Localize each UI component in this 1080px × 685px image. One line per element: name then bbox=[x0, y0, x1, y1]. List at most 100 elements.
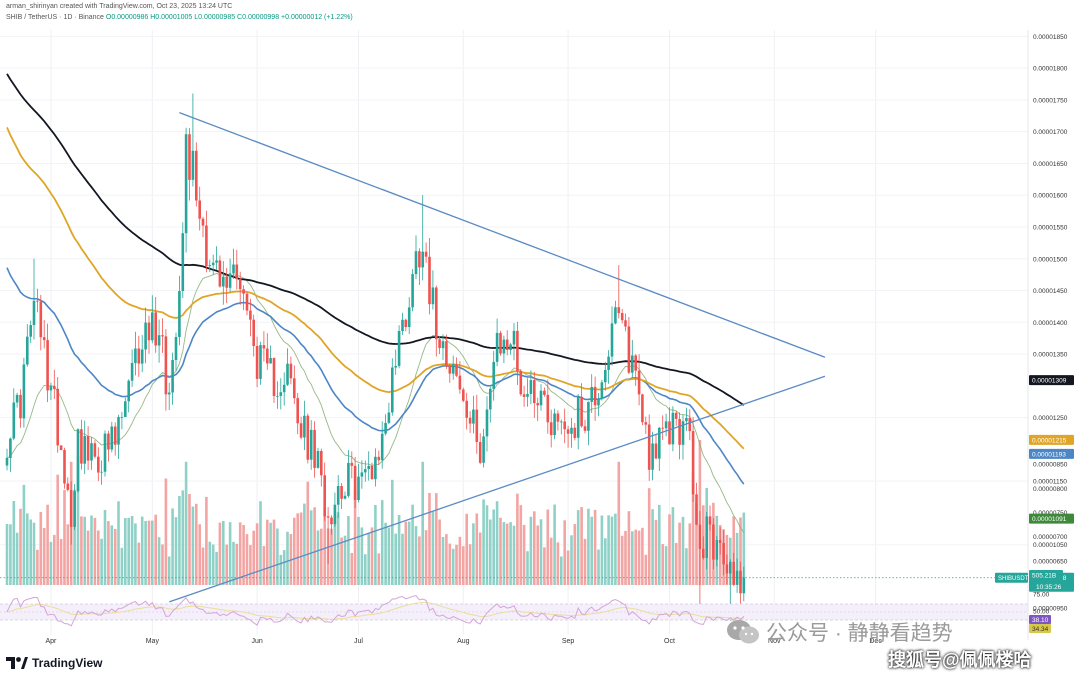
volume-bar bbox=[519, 505, 523, 585]
price-tick-label: 0.00001850 bbox=[1033, 34, 1068, 41]
volume-bar bbox=[357, 516, 360, 585]
volume-bar bbox=[63, 489, 66, 585]
volume-bar bbox=[401, 533, 404, 585]
candle-body bbox=[164, 336, 168, 395]
candle-body bbox=[573, 427, 577, 438]
candle-body bbox=[631, 355, 634, 373]
candle-body bbox=[438, 339, 441, 348]
price-tick-label: 0.00000800 bbox=[1033, 486, 1068, 493]
gridlines bbox=[0, 30, 1028, 635]
volume-bar bbox=[144, 521, 147, 585]
volume-bar bbox=[651, 509, 654, 585]
candle-body bbox=[482, 436, 485, 463]
volume-bar bbox=[387, 527, 391, 585]
volume-bar bbox=[566, 550, 570, 585]
candle-body bbox=[688, 418, 692, 432]
candle-body bbox=[134, 348, 137, 364]
volume-bar bbox=[624, 530, 627, 585]
candle-body bbox=[543, 390, 546, 395]
candle-body bbox=[685, 418, 688, 422]
candle-body bbox=[563, 421, 566, 430]
candle-body bbox=[269, 358, 272, 364]
trendline-upper bbox=[179, 111, 826, 358]
month-tick-label: Apr bbox=[45, 638, 57, 645]
volume-bar bbox=[86, 530, 90, 585]
candle-body bbox=[556, 413, 560, 422]
volume-bar bbox=[617, 461, 621, 586]
volume-bar bbox=[90, 515, 93, 585]
candle-body bbox=[171, 360, 174, 393]
candle-body bbox=[360, 472, 364, 477]
candle-body bbox=[377, 456, 381, 461]
volume-bar bbox=[576, 510, 580, 585]
volume-bar bbox=[195, 503, 198, 585]
candle-body bbox=[181, 233, 185, 291]
price-tick-label: 0.00001400 bbox=[1033, 320, 1068, 327]
volume-bar bbox=[130, 516, 134, 585]
candle-body bbox=[674, 412, 678, 419]
candle-body bbox=[739, 570, 742, 594]
candle-body bbox=[330, 517, 333, 525]
volume-bar bbox=[222, 521, 225, 585]
candle-body bbox=[364, 469, 367, 473]
volume-bar bbox=[73, 489, 76, 585]
candle-body bbox=[658, 427, 661, 459]
candle-body bbox=[455, 364, 458, 376]
volume-bar bbox=[347, 516, 350, 585]
volume-bar bbox=[9, 524, 12, 585]
volume-bar bbox=[391, 479, 394, 585]
candle-body bbox=[296, 398, 299, 424]
volume-bar bbox=[681, 516, 685, 585]
volume-bar bbox=[110, 525, 114, 585]
volume-bar bbox=[29, 519, 32, 585]
candle-body bbox=[235, 264, 239, 280]
candle-body bbox=[620, 313, 624, 321]
candle-body bbox=[715, 540, 719, 560]
candle-body bbox=[570, 427, 573, 434]
volume-bar bbox=[127, 517, 130, 585]
price-tick-label: 0.00001700 bbox=[1033, 129, 1068, 136]
price-tick-label: 0.00001450 bbox=[1033, 288, 1068, 295]
candle-body bbox=[702, 548, 705, 558]
volume-bar bbox=[590, 516, 593, 585]
candle-body bbox=[654, 443, 658, 459]
price-tick-label: 0.00001550 bbox=[1033, 225, 1068, 232]
volume-bar bbox=[124, 518, 127, 585]
volume-bar bbox=[367, 532, 370, 585]
volume-bar bbox=[39, 511, 43, 585]
candle-body bbox=[495, 332, 499, 362]
candle-body bbox=[350, 462, 354, 466]
candle-body bbox=[154, 312, 157, 346]
volume-bar bbox=[418, 536, 421, 585]
price-tick-label: 0.00001500 bbox=[1033, 256, 1068, 263]
candle-body bbox=[647, 424, 651, 470]
candle-body bbox=[583, 426, 587, 431]
volume-bar bbox=[536, 525, 539, 585]
candle-body bbox=[19, 394, 22, 419]
price-tick-label: 0.00000950 bbox=[1033, 606, 1068, 613]
volume-bar bbox=[259, 501, 262, 585]
candle-body bbox=[93, 443, 97, 457]
sma100-line bbox=[6, 127, 745, 450]
candle-body bbox=[516, 330, 519, 372]
candle-body bbox=[69, 490, 73, 527]
author-line: arman_shirinyan created with TradingView… bbox=[6, 3, 233, 10]
price-tick-label: 0.00001800 bbox=[1033, 66, 1068, 73]
candle-body bbox=[519, 371, 523, 395]
candle-body bbox=[387, 412, 391, 423]
volume-bar bbox=[107, 521, 110, 585]
candle-body bbox=[681, 421, 685, 445]
candle-body bbox=[245, 293, 249, 311]
ohlc-readout: O0.00000986 H0.00001005 L0.00000985 C0.0… bbox=[105, 14, 353, 21]
rsi-ma-line bbox=[6, 601, 744, 620]
candle-body bbox=[46, 340, 49, 391]
volume-bar bbox=[435, 493, 438, 585]
candle-body bbox=[157, 335, 161, 346]
volume-bar bbox=[587, 508, 590, 585]
month-tick-label: Jul bbox=[354, 638, 363, 645]
candle-body bbox=[397, 331, 401, 366]
volume-bar bbox=[161, 544, 164, 585]
volume-bar bbox=[394, 533, 397, 585]
candle-body bbox=[448, 365, 452, 374]
